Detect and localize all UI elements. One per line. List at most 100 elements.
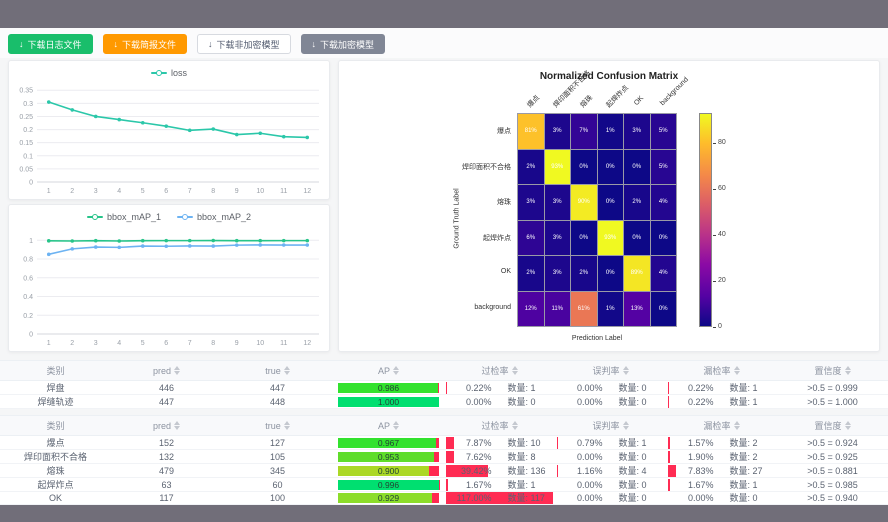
- column-header-label: pred: [152, 365, 171, 376]
- sort-caret-icon[interactable]: [844, 366, 851, 375]
- rate-percent: 39.42%: [460, 465, 492, 476]
- svg-text:1: 1: [47, 340, 51, 347]
- table-row: 起焊炸点 63 60 0.996 1.67% 数量: 1 0.00% 数量: 0 1.67% 数量…: [0, 477, 888, 492]
- rate-percent: 1.67%: [465, 479, 492, 490]
- ap-bar: [338, 493, 432, 503]
- rate-count: 数量: 117: [507, 493, 545, 503]
- column-header-过检率[interactable]: 过检率: [444, 360, 555, 381]
- rate-count: 数量: 1: [507, 479, 536, 490]
- download-plain-model-button[interactable]: ↓ 下载非加密模型: [197, 34, 291, 54]
- ap-value: 1.000: [377, 396, 400, 407]
- svg-text:8: 8: [211, 188, 215, 195]
- pred-cell: 479: [111, 463, 222, 478]
- matrix-y-axis-title: Ground Truth Label: [453, 188, 461, 249]
- download-encrypted-model-button[interactable]: ↓ 下载加密模型: [300, 34, 386, 54]
- column-header-label: AP: [377, 365, 390, 376]
- download-report-button[interactable]: ↓ 下载简报文件: [102, 34, 188, 54]
- svg-text:4: 4: [117, 188, 121, 195]
- download-icon: ↓: [19, 38, 24, 49]
- column-header-true[interactable]: true: [222, 360, 333, 381]
- matrix-cell: 0%: [624, 220, 650, 255]
- sort-caret-icon[interactable]: [511, 421, 518, 430]
- download-log-button[interactable]: ↓ 下载日志文件: [8, 34, 93, 54]
- sort-caret-icon[interactable]: [283, 366, 290, 375]
- rate-percent: 0.00%: [576, 479, 603, 490]
- ap-remainder-bar: [437, 382, 439, 393]
- rate-bar: [668, 436, 670, 449]
- column-header-过检率[interactable]: 过检率: [444, 415, 555, 436]
- miss-rate-cell: 0.22% 数量: 1: [666, 394, 777, 409]
- svg-text:0.6: 0.6: [23, 275, 33, 282]
- class-name-cell: 起焊炸点: [0, 477, 111, 492]
- sort-caret-icon[interactable]: [174, 366, 180, 375]
- sort-caret-icon[interactable]: [283, 421, 290, 430]
- rate-percent: 7.83%: [687, 465, 714, 476]
- ap-value: 0.996: [377, 479, 400, 490]
- column-header-AP[interactable]: AP: [333, 415, 444, 436]
- sort-caret-icon[interactable]: [733, 366, 740, 375]
- svg-text:8: 8: [211, 340, 215, 347]
- matrix-row-label: 爆点: [497, 128, 511, 136]
- pred-cell: 152: [111, 435, 222, 450]
- matrix-cell: 0%: [597, 149, 623, 184]
- ap-bar: [338, 396, 439, 407]
- column-header-AP[interactable]: AP: [333, 360, 444, 381]
- svg-text:2: 2: [70, 340, 74, 347]
- miss-rate-cell: 7.83% 数量: 27: [666, 463, 777, 478]
- rate-bar: [557, 464, 559, 477]
- column-header-label: 误判率: [592, 366, 620, 376]
- column-header-漏检率[interactable]: 漏检率: [666, 415, 777, 436]
- sort-caret-icon[interactable]: [174, 421, 180, 430]
- matrix-cell: 81%: [518, 114, 544, 149]
- miss-rate-cell: 0.22% 数量: 1: [666, 380, 777, 395]
- sort-caret-icon[interactable]: [622, 421, 629, 430]
- column-header-pred[interactable]: pred: [111, 360, 222, 381]
- sort-caret-icon[interactable]: [393, 421, 399, 430]
- column-header-漏检率[interactable]: 漏检率: [666, 360, 777, 381]
- button-label: 下载简报文件: [122, 39, 177, 50]
- miss-rate-cell: 1.57% 数量: 2: [666, 435, 777, 450]
- matrix-cell: 0%: [624, 149, 650, 184]
- sort-caret-icon[interactable]: [733, 421, 740, 430]
- legend-label: bbox_mAP_1: [106, 212, 161, 222]
- table-row: 焊盘 446 447 0.986 0.22% 数量: 1 0.00% 数量: 0 0.22% 数量…: [0, 380, 888, 395]
- rate-percent: 0.79%: [576, 437, 603, 448]
- ap-cell: 0.953: [333, 449, 444, 464]
- column-header-pred[interactable]: pred: [111, 415, 222, 436]
- overdetect-rate-cell: 7.87% 数量: 10: [444, 435, 555, 450]
- rate-percent: 1.90%: [687, 451, 714, 462]
- column-header-true[interactable]: true: [222, 415, 333, 436]
- overdetect-rate-cell: 0.00% 数量: 0: [444, 394, 555, 409]
- matrix-cell: 2%: [518, 149, 544, 184]
- confidence-cell: >0.5 = 0.924: [777, 435, 888, 450]
- misjudge-rate-cell: 0.00% 数量: 0: [555, 394, 666, 409]
- button-label: 下载非加密模型: [216, 39, 280, 50]
- rate-percent: 0.00%: [687, 493, 714, 503]
- svg-text:1: 1: [47, 188, 51, 195]
- ap-bar: [338, 382, 438, 393]
- sort-caret-icon[interactable]: [844, 421, 851, 430]
- matrix-cell: 6%: [518, 220, 544, 255]
- column-header-label: 误判率: [592, 421, 620, 431]
- column-header-置信度[interactable]: 置信度: [777, 360, 888, 381]
- column-header-误判率[interactable]: 误判率: [555, 415, 666, 436]
- sort-caret-icon[interactable]: [622, 366, 629, 375]
- column-header-误判率[interactable]: 误判率: [555, 360, 666, 381]
- legend-item-loss[interactable]: loss: [150, 67, 187, 79]
- rate-bar: [446, 450, 455, 463]
- rate-percent: 0.00%: [576, 451, 603, 462]
- sort-caret-icon[interactable]: [393, 366, 399, 375]
- rate-count: 数量: 8: [507, 451, 536, 462]
- matrix-row-label: OK: [500, 268, 511, 276]
- matrix-cell: 0%: [597, 256, 623, 291]
- sort-caret-icon[interactable]: [511, 366, 518, 375]
- colorbar-tick: [713, 234, 716, 236]
- legend-item-bbox_mAP_2[interactable]: bbox_mAP_2: [177, 211, 251, 223]
- svg-text:7: 7: [188, 188, 192, 195]
- legend-item-bbox_mAP_1[interactable]: bbox_mAP_1: [86, 211, 161, 223]
- column-header-置信度[interactable]: 置信度: [777, 415, 888, 436]
- column-header-label: pred: [152, 420, 171, 431]
- confidence-cell: >0.5 = 0.881: [777, 463, 888, 478]
- svg-text:10: 10: [256, 340, 264, 347]
- button-label: 下载加密模型: [320, 39, 375, 50]
